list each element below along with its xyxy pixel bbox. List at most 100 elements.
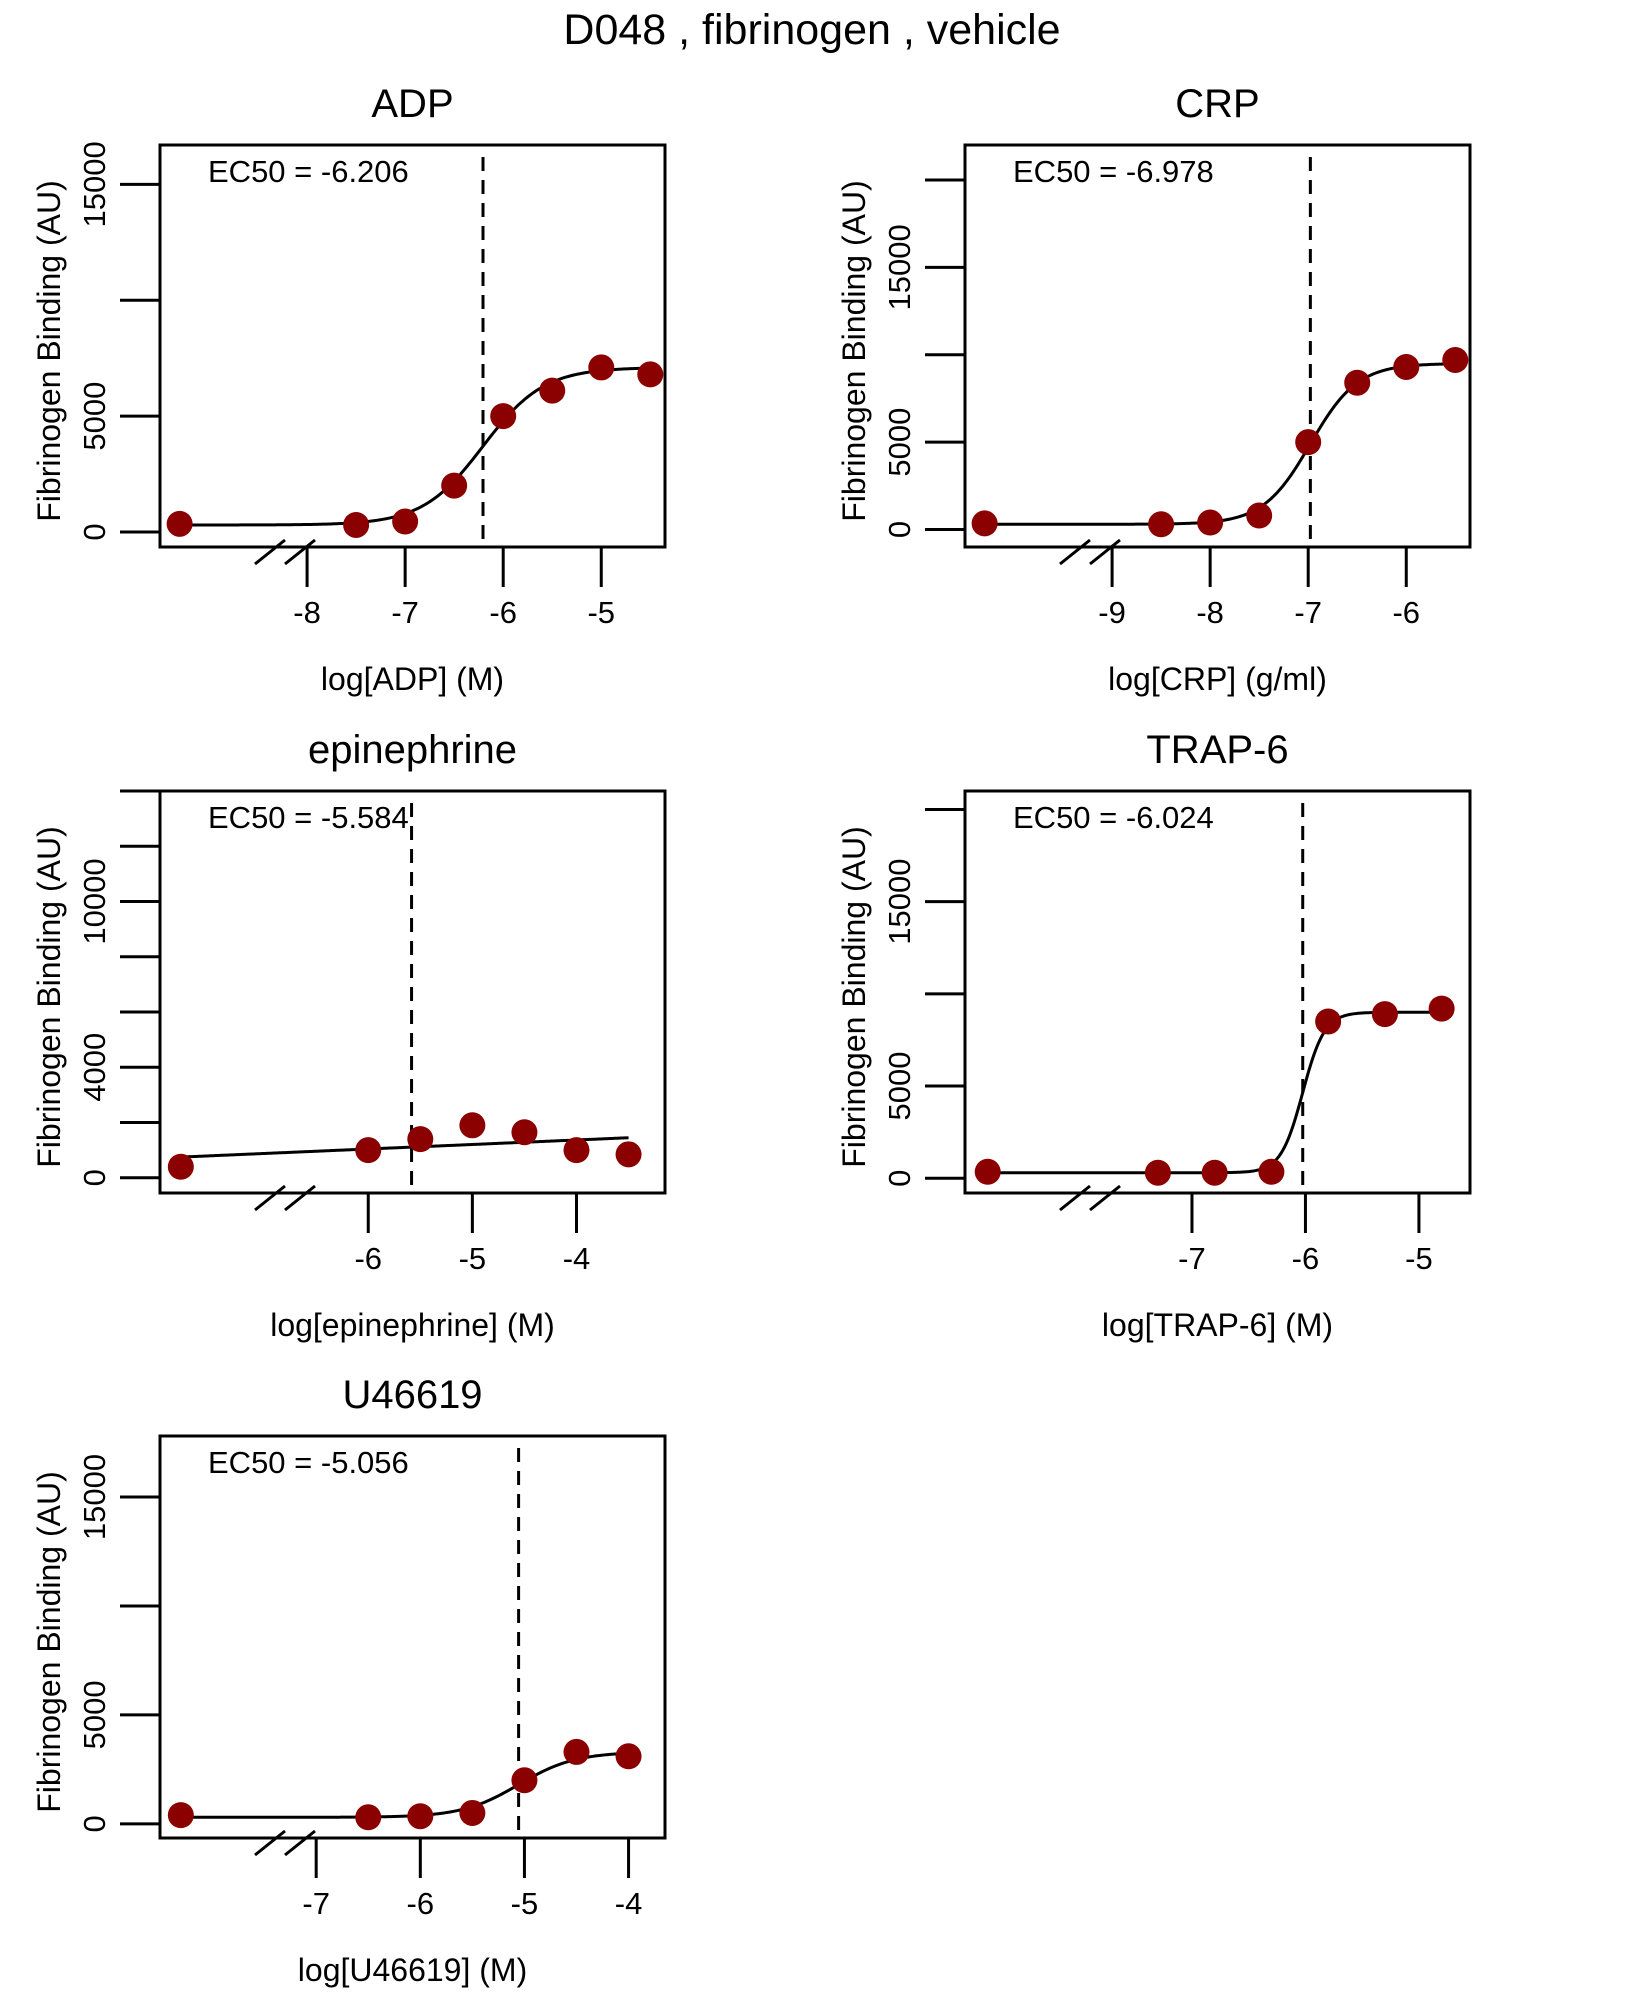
y-axis-label: Fibrinogen Binding (AU) <box>836 826 872 1168</box>
data-point <box>1246 502 1273 529</box>
data-point <box>1371 1001 1398 1028</box>
axis-break-mark <box>1059 538 1091 566</box>
axis-break-mark <box>284 538 316 566</box>
panel-title: ADP <box>371 82 453 126</box>
data-point <box>459 1112 486 1139</box>
y-tick-label: 0 <box>77 523 112 540</box>
x-axis-label: log[ADP] (M) <box>321 661 504 697</box>
chart-panel-adp: ADP 0 5000 15000 Fibrinogen Binding (AU) -8 -7… <box>31 82 667 697</box>
data-point <box>392 508 419 535</box>
data-point <box>407 1803 434 1830</box>
chart-panel-u46619: U46619 0 5000 15000 Fibrinogen Binding (AU) -… <box>31 1373 667 1988</box>
y-tick-label: 15000 <box>882 859 917 945</box>
axis-break-mark <box>254 1829 286 1857</box>
x-tick-label: -5 <box>459 1241 487 1276</box>
x-tick-label: -7 <box>391 595 419 630</box>
y-axis-label: Fibrinogen Binding (AU) <box>31 180 67 522</box>
axis-break-mark <box>284 1829 316 1857</box>
data-point <box>1144 1159 1171 1186</box>
y-tick-label: 0 <box>77 1169 112 1186</box>
x-tick-label: -9 <box>1098 595 1126 630</box>
data-point <box>167 1153 194 1180</box>
y-tick-label: 10000 <box>77 858 112 944</box>
data-point <box>588 354 615 381</box>
axis-break-mark <box>284 1184 316 1212</box>
plot-frame <box>158 143 667 549</box>
data-point <box>343 511 370 538</box>
y-axis-label: Fibrinogen Binding (AU) <box>31 826 67 1168</box>
ec50-annotation: EC50 = -5.056 <box>208 1445 409 1480</box>
data-point <box>1442 346 1469 373</box>
data-point <box>459 1799 486 1826</box>
panel-title: epinephrine <box>308 728 517 772</box>
x-tick-label: -6 <box>407 1886 435 1921</box>
x-tick-label: -8 <box>293 595 321 630</box>
y-tick-label: 5000 <box>882 408 917 477</box>
x-axis-label: log[CRP] (g/ml) <box>1108 661 1327 697</box>
x-tick-label: -7 <box>302 1886 330 1921</box>
y-tick-label: 15000 <box>882 224 917 310</box>
fit-curve <box>179 366 651 527</box>
fit-curve <box>180 1136 629 1159</box>
data-point <box>355 1804 382 1831</box>
data-point <box>511 1767 538 1794</box>
panel-title: U46619 <box>342 1373 482 1417</box>
axis-break-mark <box>254 538 286 566</box>
x-axis-label: log[epinephrine] (M) <box>270 1307 555 1343</box>
y-tick-label: 0 <box>882 1170 917 1187</box>
data-point <box>563 1137 590 1164</box>
y-tick-label: 5000 <box>77 382 112 451</box>
ec50-annotation: EC50 = -5.584 <box>208 800 409 835</box>
y-tick-label: 0 <box>77 1815 112 1832</box>
ec50-annotation: EC50 = -6.024 <box>1013 800 1214 835</box>
chart-panel-epinephrine: epinephrine 0 4000 10000 Fibrinogen Binding … <box>31 728 667 1343</box>
x-tick-label: -4 <box>563 1241 591 1276</box>
x-tick-label: -7 <box>1294 595 1322 630</box>
x-tick-label: -6 <box>354 1241 382 1276</box>
x-tick-label: -6 <box>1292 1241 1320 1276</box>
y-tick-label: 15000 <box>77 1454 112 1540</box>
ec50-annotation: EC50 = -6.206 <box>208 154 409 189</box>
data-point <box>441 472 468 499</box>
data-point <box>971 510 998 537</box>
plot-frame <box>963 789 1472 1195</box>
data-point <box>407 1126 434 1153</box>
panel-title: CRP <box>1175 82 1259 126</box>
y-tick-label: 15000 <box>77 141 112 227</box>
y-tick-label: 5000 <box>77 1680 112 1749</box>
data-point <box>615 1141 642 1168</box>
panel-title: TRAP-6 <box>1146 728 1288 772</box>
data-point <box>511 1119 538 1146</box>
data-point <box>166 510 193 537</box>
fit-curve <box>987 1010 1442 1175</box>
x-tick-label: -8 <box>1196 595 1224 630</box>
chart-panels: ADP 0 5000 15000 Fibrinogen Binding (AU) -8 -7… <box>31 82 1472 1988</box>
axis-break-mark <box>1089 538 1121 566</box>
axis-break-mark <box>1059 1184 1091 1212</box>
plot-frame <box>158 1434 667 1840</box>
data-point <box>1197 509 1224 536</box>
y-tick-label: 5000 <box>882 1052 917 1121</box>
y-axis-label: Fibrinogen Binding (AU) <box>31 1471 67 1813</box>
chart-panel-crp: CRP 0 5000 15000 Fibrinogen Binding (AU) -9 -8… <box>836 82 1472 697</box>
data-point <box>1315 1008 1342 1035</box>
x-tick-label: -6 <box>489 595 517 630</box>
x-tick-label: -5 <box>511 1886 539 1921</box>
data-point <box>563 1738 590 1765</box>
data-point <box>1393 353 1420 380</box>
data-point <box>355 1137 382 1164</box>
data-point <box>167 1802 194 1829</box>
x-tick-label: -5 <box>587 595 615 630</box>
data-point <box>1344 369 1371 396</box>
chart-panel-trap-6: TRAP-6 0 5000 15000 Fibrinogen Binding (AU) -… <box>836 728 1472 1343</box>
axis-break-mark <box>1089 1184 1121 1212</box>
data-point <box>539 377 566 404</box>
data-point <box>637 361 664 388</box>
figure-title: D048 , fibrinogen , vehicle <box>563 6 1060 54</box>
ec50-annotation: EC50 = -6.978 <box>1013 154 1214 189</box>
y-axis-label: Fibrinogen Binding (AU) <box>836 180 872 522</box>
x-tick-label: -7 <box>1178 1241 1206 1276</box>
data-point <box>1428 995 1455 1022</box>
plot-frame <box>158 789 667 1195</box>
